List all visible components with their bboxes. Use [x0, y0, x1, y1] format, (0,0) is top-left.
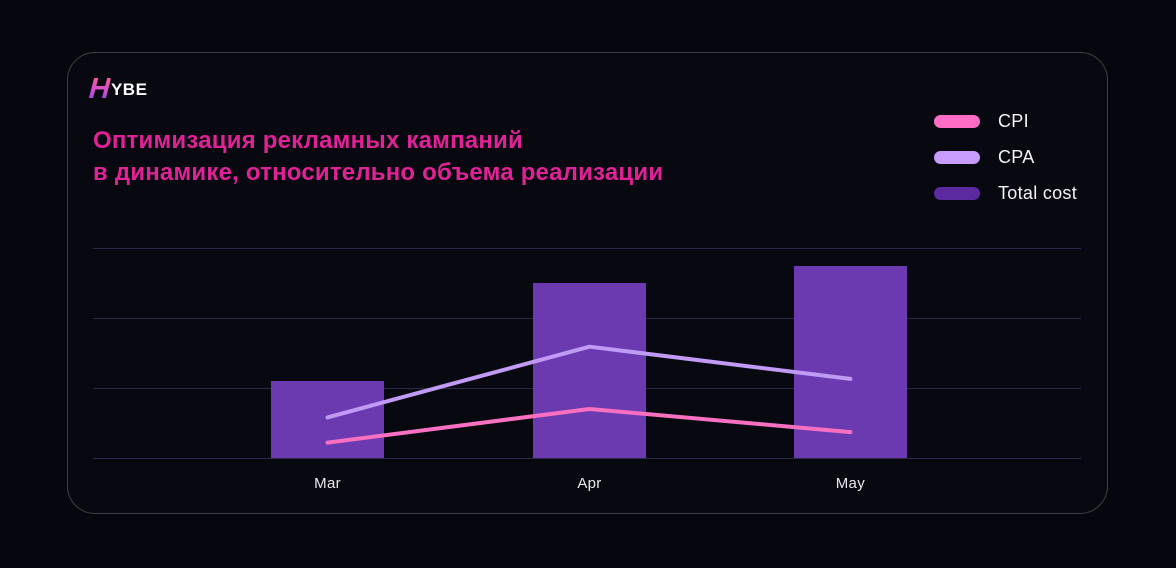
x-axis-label-apr: Apr — [577, 475, 602, 492]
legend-item-cpa: CPA — [934, 139, 1077, 175]
gridline — [93, 248, 1081, 249]
plot-area — [93, 248, 1081, 459]
bar-mar-total-cost — [271, 381, 385, 458]
legend-item-cpi: CPI — [934, 103, 1077, 139]
hybe-logo-text: YBE — [110, 79, 148, 99]
line-series-cpi — [325, 407, 853, 445]
hybe-logo-mark-icon: H — [87, 73, 112, 105]
legend-swatch-icon — [934, 186, 980, 200]
chart-title-line1: Оптимизация рекламных кампаний — [93, 127, 523, 154]
bar-apr-total-cost — [532, 283, 646, 458]
dashboard-card: H YBE Оптимизация рекламных кампаний в д… — [67, 52, 1108, 514]
legend-swatch-icon — [934, 114, 980, 128]
x-axis-label-may: May — [835, 475, 866, 492]
chart-legend: CPI CPA Total cost — [934, 103, 1077, 211]
bar-may-total-cost — [793, 265, 907, 458]
x-axis-baseline — [93, 458, 1081, 459]
line-series-cpa — [325, 344, 853, 420]
legend-label: CPA — [998, 146, 1035, 167]
legend-label: Total cost — [998, 182, 1078, 203]
hybe-logo: H YBE — [87, 73, 148, 105]
legend-label: CPI — [998, 110, 1029, 131]
x-axis-labels: Mar Apr May — [93, 475, 1081, 493]
chart-title: Оптимизация рекламных кампаний в динамик… — [93, 125, 663, 189]
x-axis-label-mar: Mar — [314, 475, 341, 492]
chart-title-line2: в динамике, относительно объема реализац… — [93, 159, 664, 186]
legend-swatch-icon — [934, 150, 980, 164]
lines-layer — [325, 344, 853, 445]
legend-item-total-cost: Total cost — [934, 175, 1077, 211]
